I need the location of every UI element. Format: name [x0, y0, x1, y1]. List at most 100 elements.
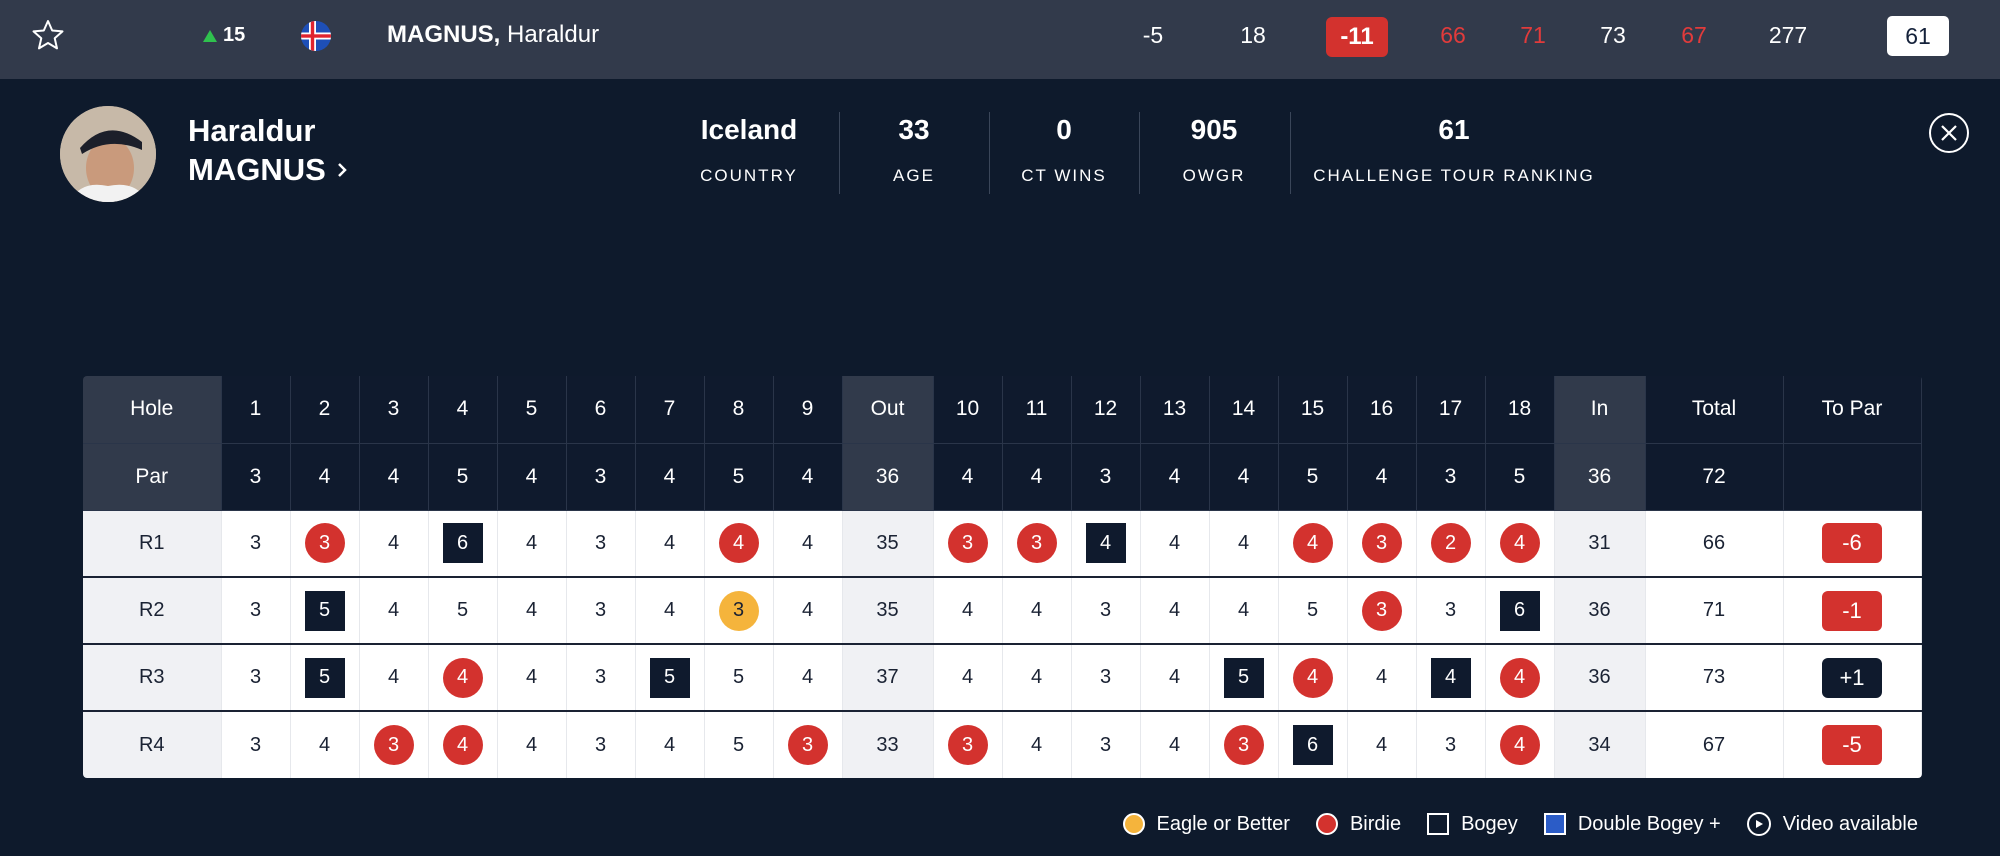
birdie-score: 3: [947, 725, 988, 765]
round-label: R4: [83, 711, 222, 778]
bogey-score: 4: [1430, 657, 1471, 698]
par-score: 3: [594, 531, 607, 554]
hole-score: 4: [497, 711, 567, 778]
hole-number: 3: [359, 376, 429, 444]
par-score: 5: [456, 599, 469, 621]
par-score: 3: [249, 666, 262, 688]
par-score: 4: [663, 531, 676, 554]
par-score: 4: [525, 733, 538, 756]
hole-label: Hole: [83, 376, 222, 444]
hole-score: 3: [566, 577, 636, 645]
to-par-badge: +1: [1822, 657, 1882, 698]
hole-score: 4: [359, 577, 429, 645]
par-score: 4: [387, 666, 400, 688]
legend-double-bogey: Double Bogey +: [1543, 813, 1721, 836]
hole-score: 3: [1071, 577, 1141, 645]
hole-score: 4: [635, 577, 705, 645]
leaderboard-row[interactable]: 15 MAGNUS, Haraldur -5 18 -11 66 71 73 6…: [0, 0, 2000, 79]
hole-score: 4: [1140, 577, 1210, 645]
birdie-score: 3: [787, 725, 828, 765]
hole-score: 4: [1209, 510, 1279, 578]
legend-birdie: Birdie: [1315, 813, 1401, 836]
round-to-par: -1: [1783, 577, 1922, 645]
hole-number: 11: [1002, 376, 1072, 444]
birdie-score: 3: [373, 725, 414, 765]
par-score: 4: [1168, 531, 1181, 554]
bogey-score: 5: [304, 590, 345, 631]
hole-number: 1: [221, 376, 291, 444]
divider: [1139, 112, 1140, 194]
to-par-badge: -5: [1822, 725, 1882, 765]
par-score: 3: [1099, 666, 1112, 688]
hole-number: 2: [290, 376, 360, 444]
hole-score: 4: [1071, 510, 1141, 578]
stat-challenge-tour-ranking: 61 CHALLENGE TOUR RANKING: [1313, 114, 1595, 185]
par-total: 72: [1645, 443, 1784, 511]
divider: [1290, 112, 1291, 194]
play-icon: [1746, 812, 1771, 836]
bogey-score: 5: [649, 657, 690, 698]
hole-score: 3: [1416, 711, 1486, 778]
hole-score: 4: [773, 644, 843, 712]
birdie-score: 3: [947, 523, 988, 564]
round-to-par: +1: [1783, 644, 1922, 712]
bogey-marker-icon: [1427, 813, 1450, 835]
par-score: 5: [1306, 599, 1319, 621]
hole-score: 4: [359, 510, 429, 578]
round-label: R1: [83, 510, 222, 578]
hole-score: 3: [1071, 644, 1141, 712]
hole-par: 4: [933, 443, 1003, 511]
par-score: 4: [801, 599, 814, 621]
hole-number: 13: [1140, 376, 1210, 444]
birdie-score: 4: [1292, 657, 1333, 698]
par-score: 4: [387, 531, 400, 554]
hole-score: 4: [635, 510, 705, 578]
hole-par: 3: [1071, 443, 1141, 511]
hole-number: 5: [497, 376, 567, 444]
player-profile-link[interactable]: MAGNUS: [188, 152, 348, 188]
par-score: 3: [1444, 733, 1457, 756]
stat-ct-wins: 0 CT WINS: [1021, 114, 1107, 185]
hole-score: 5: [290, 577, 360, 645]
hole-score: 3: [1002, 510, 1072, 578]
par-score: 4: [801, 666, 814, 688]
birdie-score: 4: [1292, 523, 1333, 564]
close-button[interactable]: [1929, 113, 1969, 153]
round-out: 35: [842, 510, 934, 578]
hole-par: 4: [1002, 443, 1072, 511]
par-out: 36: [842, 443, 934, 511]
hole-score: 3: [566, 644, 636, 712]
hole-score: 4: [1485, 644, 1555, 712]
position-movement: 15: [203, 24, 245, 47]
hole-score: 4: [1278, 510, 1348, 578]
birdie-score: 3: [1361, 590, 1402, 631]
par-score: 3: [594, 666, 607, 688]
hole-score: 4: [773, 510, 843, 578]
round-in: 31: [1554, 510, 1646, 578]
today-to-par: -5: [1142, 22, 1164, 48]
hole-score: 4: [1002, 577, 1072, 645]
hole-score: 4: [1140, 644, 1210, 712]
birdie-score: 4: [718, 523, 759, 564]
total-strokes: 277: [1768, 22, 1808, 48]
close-icon: [1941, 125, 1957, 141]
legend-bogey: Bogey: [1427, 813, 1518, 836]
par-score: 4: [1030, 599, 1043, 621]
hole-par: 3: [1416, 443, 1486, 511]
hole-par: 5: [428, 443, 498, 511]
legend-eagle: Eagle or Better: [1122, 813, 1290, 836]
birdie-score: 4: [442, 657, 483, 698]
hole-score: 3: [1416, 577, 1486, 645]
birdie-score: 2: [1430, 523, 1471, 564]
round-total: 71: [1645, 577, 1784, 645]
hole-number: 12: [1071, 376, 1141, 444]
player-name[interactable]: MAGNUS, Haraldur: [387, 21, 600, 48]
par-score: 4: [1237, 599, 1250, 621]
bogey-score: 6: [1292, 725, 1333, 765]
hole-score: 3: [704, 577, 774, 645]
eagle-score: 3: [718, 590, 759, 631]
round-in: 36: [1554, 577, 1646, 645]
par-score: 4: [663, 599, 676, 621]
star-icon[interactable]: [32, 19, 64, 51]
hole-header-row: Hole 1 2 3 4 5 6 7 8 9 Out 10 11 12 13 14 15 16 17 18 In Tota…: [83, 376, 1922, 444]
